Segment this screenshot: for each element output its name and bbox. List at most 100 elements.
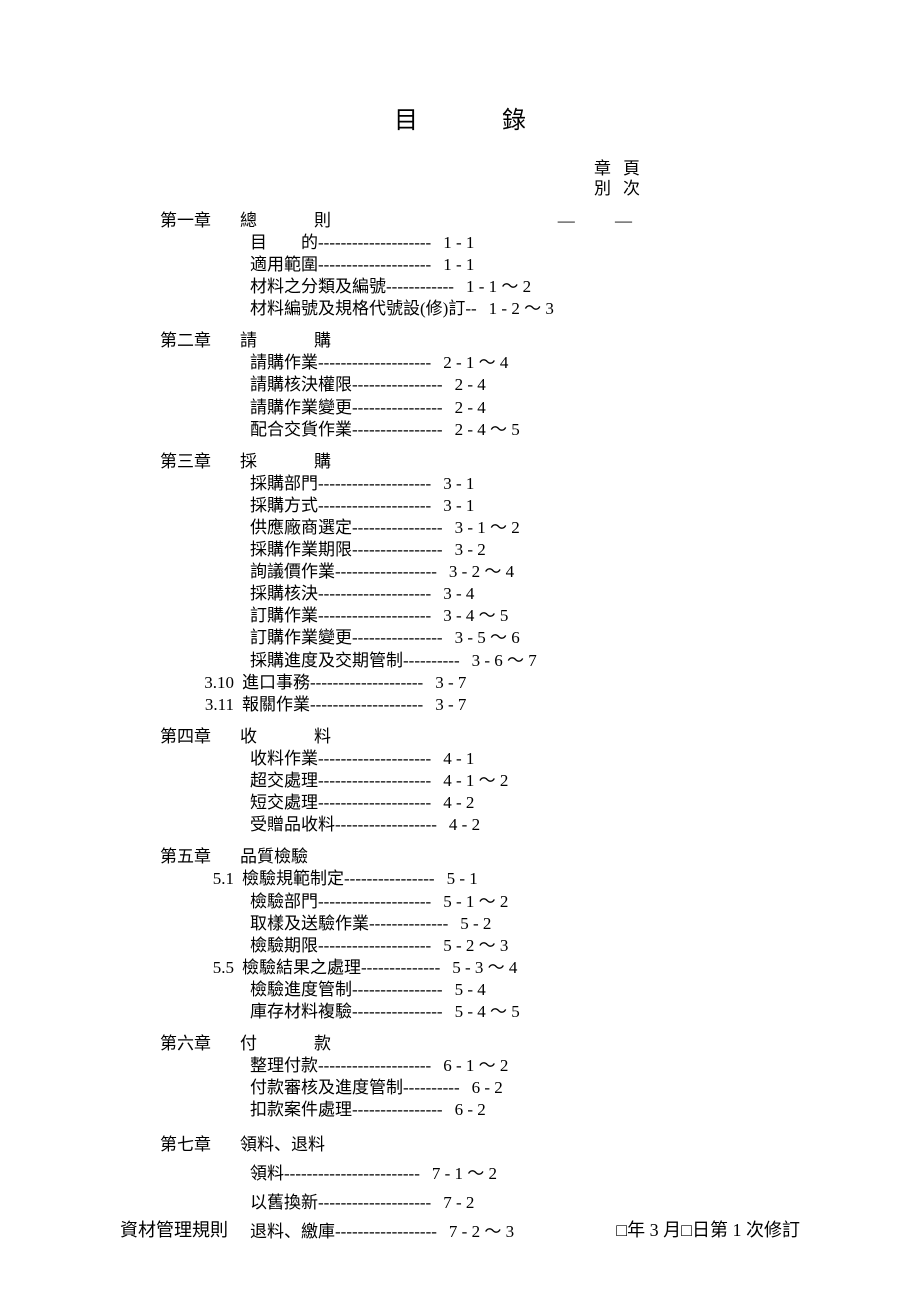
entry-dash: -------------------- (318, 473, 431, 495)
toc-entry: 3.11報關作業--------------------3 - 7 (160, 694, 800, 716)
chapter-label: 第六章 (160, 1033, 240, 1055)
entry-num: 5.1 (202, 868, 242, 890)
entry-dash: -------------------- (318, 254, 431, 276)
entry-page: 2 - 4 (443, 374, 486, 396)
entry-dash: -------------------- (318, 748, 431, 770)
entry-label: 訂購作業變更 (250, 627, 352, 649)
toc-entry: 庫存材料複驗----------------5 - 4 ～ 5 (160, 1001, 800, 1023)
entry-label: 檢驗部門 (250, 891, 318, 913)
chapter-title: 收 料 (240, 726, 351, 748)
entry-dash: ---------------- (352, 627, 443, 649)
entry-label: 供應廠商選定 (250, 517, 352, 539)
toc-entry: 訂購作業--------------------3 - 4 ～ 5 (160, 605, 800, 627)
entry-page: 5 - 4 ～ 5 (443, 1001, 520, 1023)
entry-dash: -------------------- (318, 495, 431, 517)
entry-page: 7 - 2 (431, 1189, 474, 1218)
chapter-label: 第五章 (160, 846, 240, 868)
entry-page: 3 - 2 (443, 539, 486, 561)
entry-dash: -------------------- (310, 672, 423, 694)
entry-dash: ---------------- (344, 868, 435, 890)
entry-dash: -------------------- (318, 232, 431, 254)
chapter-label: 第二章 (160, 330, 240, 352)
chapter-title: 總 則 (240, 210, 351, 232)
header-col1a: 章 (594, 159, 611, 179)
toc-entry: 請購作業變更----------------2 - 4 (160, 397, 800, 419)
toc-entry: 配合交貨作業----------------2 - 4 ～ 5 (160, 419, 800, 441)
chapter-row: 第六章付 款 (160, 1033, 800, 1055)
entry-page: 5 - 2 ～ 3 (431, 935, 508, 957)
entry-num: 3.11 (202, 694, 242, 716)
entry-label: 付款審核及進度管制 (250, 1077, 403, 1099)
chapter-title: 採 購 (240, 451, 351, 473)
entry-label: 受贈品收料 (250, 814, 335, 836)
chapter-label: 第四章 (160, 726, 240, 748)
entry-label: 詢議價作業 (250, 561, 335, 583)
chapter-row: 第一章總 則 — — (160, 210, 800, 232)
chapter-row: 第五章品質檢驗 (160, 846, 800, 868)
entry-num: 5.5 (202, 957, 242, 979)
entry-dash: -------------- (361, 957, 440, 979)
entry-dash: ---------------- (352, 1099, 443, 1121)
entry-label: 報關作業 (242, 694, 310, 716)
entry-page: 4 - 2 (437, 814, 480, 836)
entry-label: 適用範圍 (250, 254, 318, 276)
entry-page: 3 - 4 (431, 583, 474, 605)
entry-label: 採購進度及交期管制 (250, 650, 403, 672)
chapter: 第一章總 則 — —目 的--------------------1 - 1適用範… (160, 210, 800, 320)
header-labels: 章 別 頁 次 (120, 159, 800, 200)
entry-dash: ------------------------ (284, 1160, 420, 1189)
entry-dash: -------------- (369, 913, 448, 935)
entry-dash: ---------------- (352, 419, 443, 441)
chapter-label: 第三章 (160, 451, 240, 473)
entry-page: 1 - 1 ～ 2 (454, 276, 531, 298)
toc-entry: 請購作業--------------------2 - 1 ～ 4 (160, 352, 800, 374)
toc-entry: 領料------------------------7 - 1 ～ 2 (160, 1160, 800, 1189)
toc-content: 第一章總 則 — —目 的--------------------1 - 1適用範… (120, 210, 800, 1247)
entry-label: 請購核決權限 (250, 374, 352, 396)
chapter-row: 第四章收 料 (160, 726, 800, 748)
entry-dash: -------------------- (318, 792, 431, 814)
entry-page: 5 - 1 ～ 2 (431, 891, 508, 913)
entry-dash: -------------------- (318, 770, 431, 792)
header-col2a: 頁 (623, 159, 640, 179)
chapter-dash: — — (558, 210, 800, 232)
entry-page: 3 - 1 (431, 473, 474, 495)
footer-left: 資材管理規則 (120, 1216, 228, 1242)
entry-page: 6 - 1 ～ 2 (431, 1055, 508, 1077)
entry-page: 3 - 6 ～ 7 (460, 650, 537, 672)
toc-entry: 採購核決--------------------3 - 4 (160, 583, 800, 605)
entry-page: 2 - 1 ～ 4 (431, 352, 508, 374)
entry-page: 5 - 3 ～ 4 (440, 957, 517, 979)
entry-page: 5 - 2 (448, 913, 491, 935)
entry-page: 2 - 4 ～ 5 (443, 419, 520, 441)
chapter: 第五章品質檢驗5.1檢驗規範制定----------------5 - 1檢驗部… (160, 846, 800, 1023)
chapter: 第四章收 料收料作業--------------------4 - 1超交處理-… (160, 726, 800, 836)
chapter-title: 請 購 (240, 330, 351, 352)
toc-entry: 付款審核及進度管制----------6 - 2 (160, 1077, 800, 1099)
entry-page: 5 - 1 (435, 868, 478, 890)
entry-dash: ---------------- (352, 397, 443, 419)
entry-dash: -------------------- (318, 605, 431, 627)
entry-label: 進口事務 (242, 672, 310, 694)
entry-page: 5 - 4 (443, 979, 486, 1001)
entry-label: 目 的 (250, 232, 318, 254)
toc-entry: 目 的--------------------1 - 1 (160, 232, 800, 254)
entry-page: 2 - 4 (443, 397, 486, 419)
entry-dash: ---------------- (352, 517, 443, 539)
toc-entry: 採購方式--------------------3 - 1 (160, 495, 800, 517)
chapter-label: 第一章 (160, 210, 240, 232)
toc-entry: 扣款案件處理----------------6 - 2 (160, 1099, 800, 1121)
entry-page: 3 - 4 ～ 5 (431, 605, 508, 627)
entry-page: 3 - 5 ～ 6 (443, 627, 520, 649)
chapter-row: 第二章請 購 (160, 330, 800, 352)
toc-entry: 訂購作業變更----------------3 - 5 ～ 6 (160, 627, 800, 649)
entry-label: 採購核決 (250, 583, 318, 605)
entry-dash: ---------------- (352, 539, 443, 561)
toc-entry: 檢驗部門--------------------5 - 1 ～ 2 (160, 891, 800, 913)
entry-dash: -------------------- (310, 694, 423, 716)
entry-label: 材料之分類及編號 (250, 276, 386, 298)
toc-entry: 請購核決權限----------------2 - 4 (160, 374, 800, 396)
toc-entry: 材料編號及規格代號設(修)訂--1 - 2 ～ 3 (160, 298, 800, 320)
entry-page: 3 - 2 ～ 4 (437, 561, 514, 583)
toc-entry: 採購作業期限----------------3 - 2 (160, 539, 800, 561)
